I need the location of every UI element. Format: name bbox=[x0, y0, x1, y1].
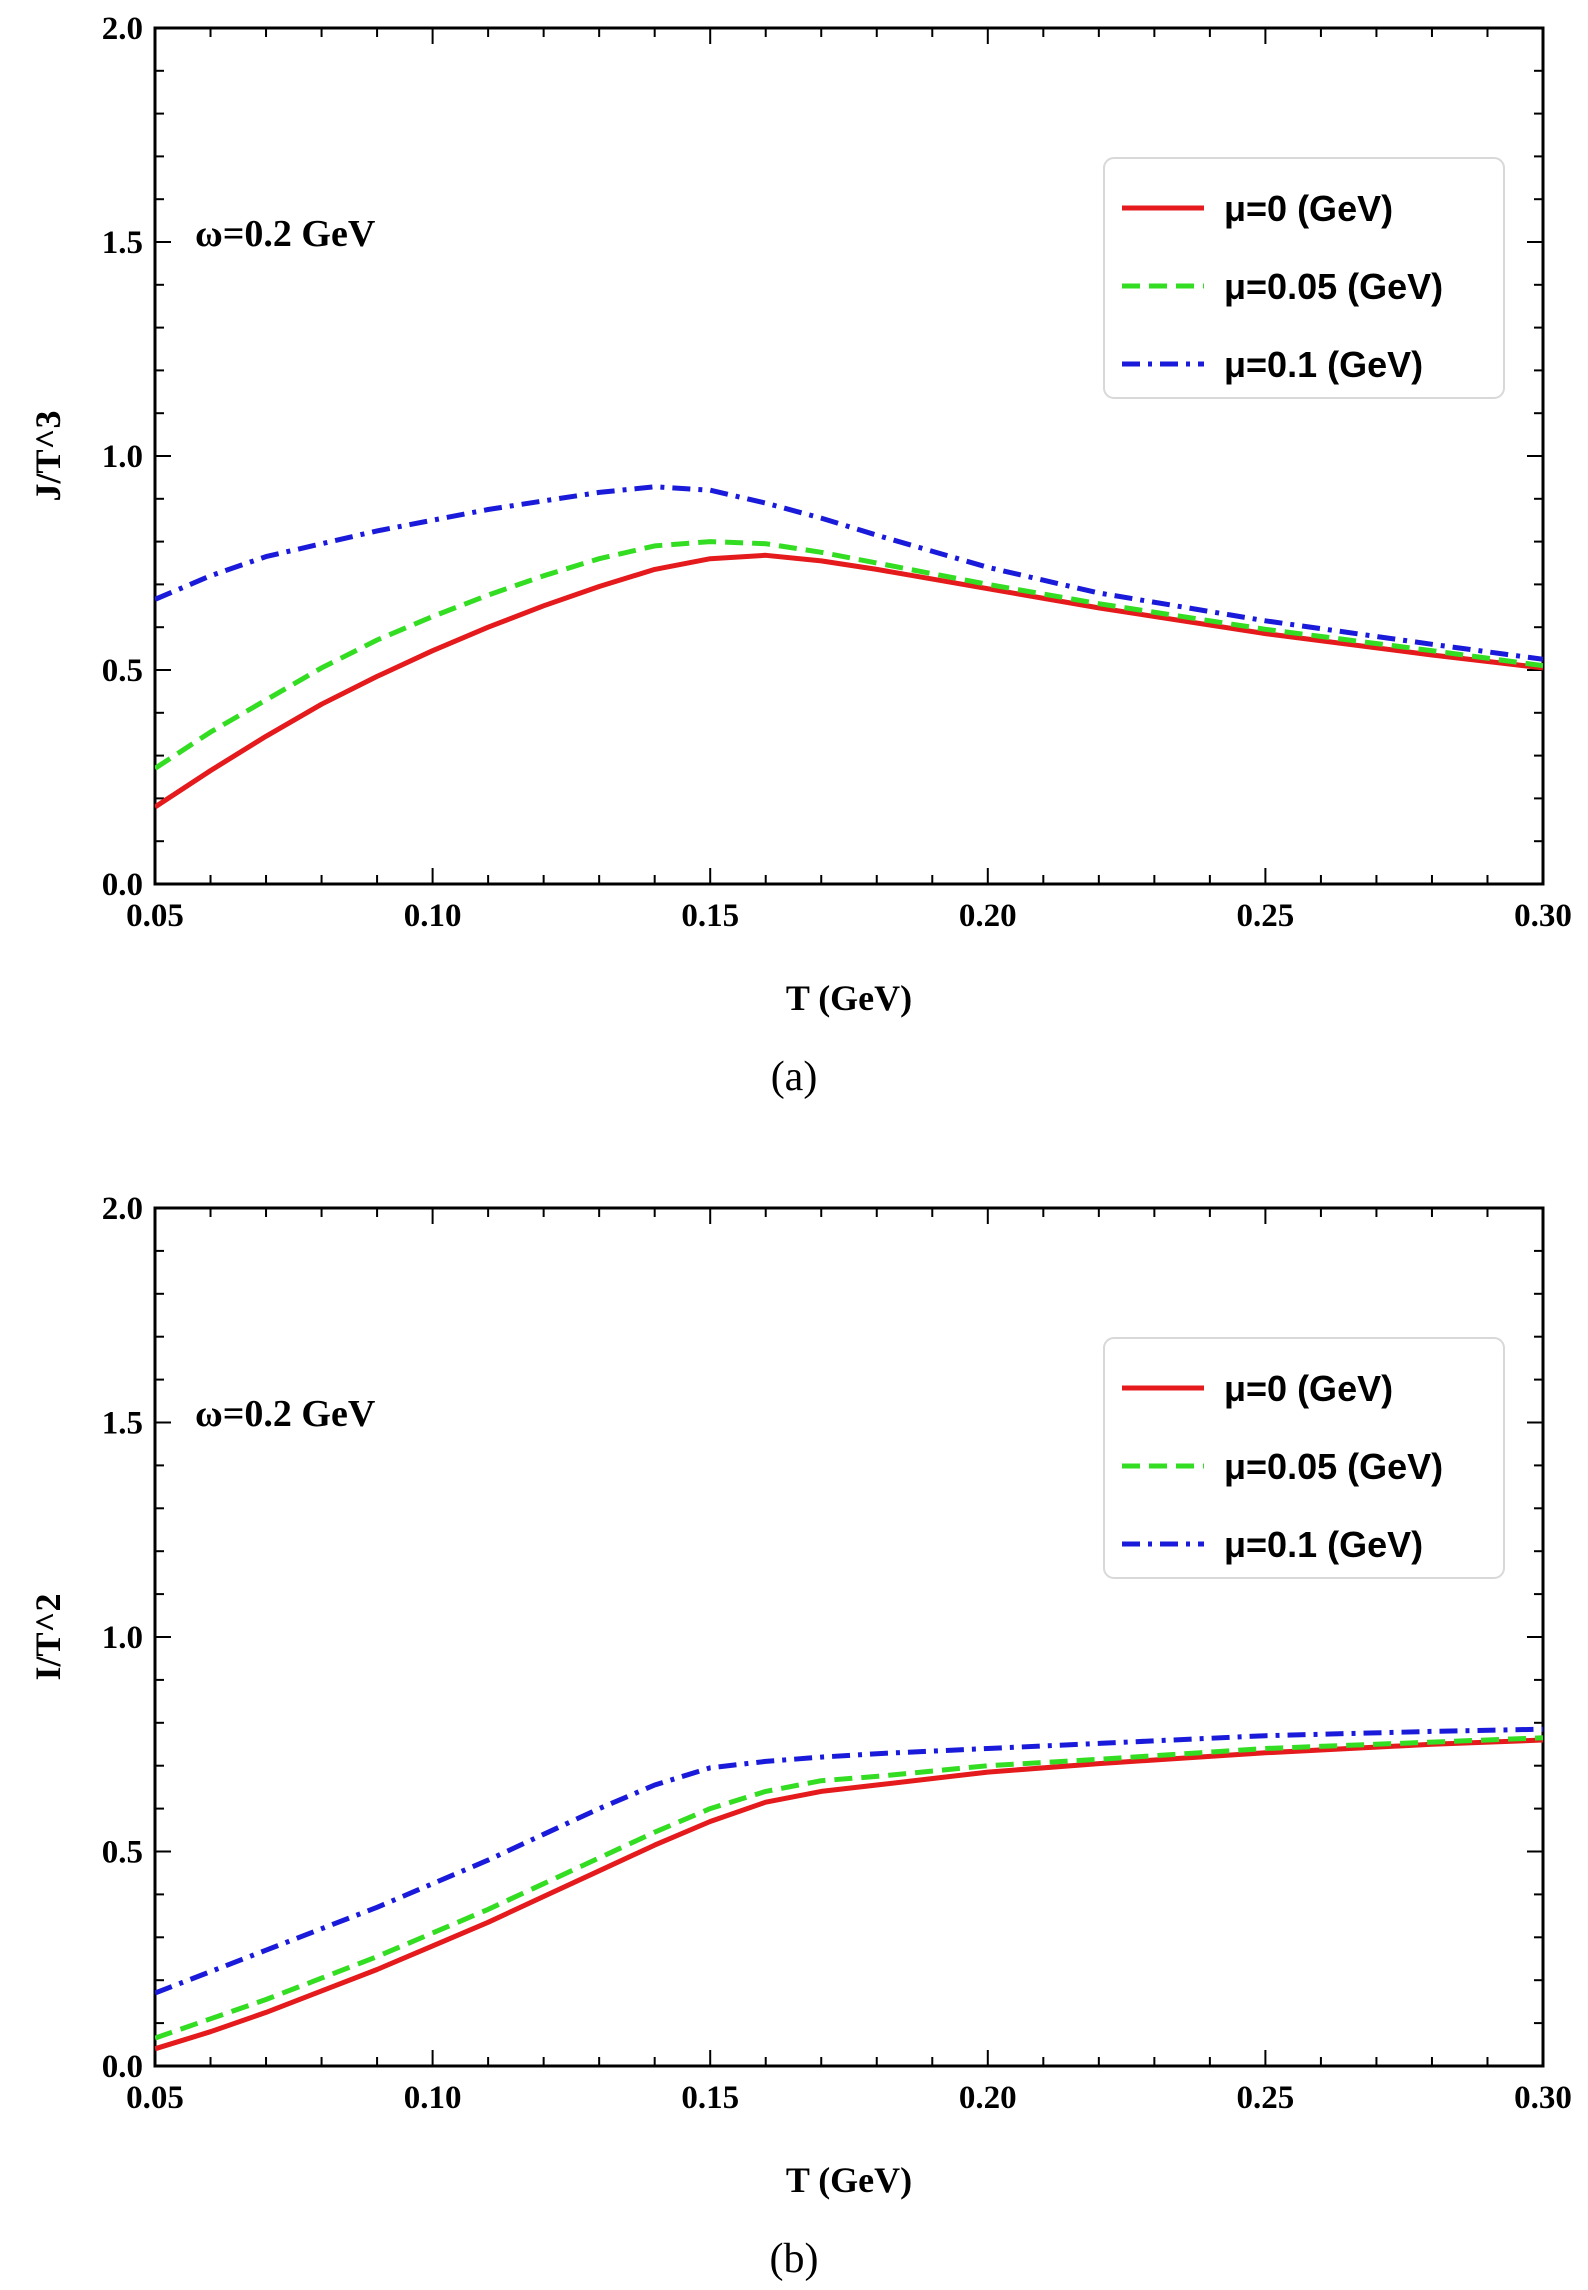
series-line-2 bbox=[155, 1726, 1543, 1996]
panel-label: (b) bbox=[770, 2236, 819, 2282]
x-axis-label: T (GeV) bbox=[786, 2160, 912, 2200]
y-axis-label: I/T^2 bbox=[28, 1594, 68, 1681]
legend-label-0: μ=0 (GeV) bbox=[1224, 1368, 1393, 1409]
x-tick-label: 0.25 bbox=[1237, 2080, 1295, 2116]
legend-label-1: μ=0.05 (GeV) bbox=[1224, 1446, 1443, 1487]
y-tick-label: 2.0 bbox=[102, 11, 143, 47]
x-tick-label: 0.20 bbox=[959, 2080, 1017, 2116]
legend-box bbox=[1103, 1337, 1505, 1579]
y-tick-label: 0.5 bbox=[102, 653, 143, 689]
panel-b: 0.05 0.10 0.15 0.20 0.25 0.30 0.0 0.5 1.0 1.5 2.0 T… bbox=[28, 1191, 1572, 2282]
legend-label-1: μ=0.05 (GeV) bbox=[1224, 266, 1443, 307]
x-tick-label: 0.10 bbox=[404, 898, 462, 934]
legend-label-2: μ=0.1 (GeV) bbox=[1224, 1524, 1423, 1565]
x-tick-label: 0.25 bbox=[1237, 898, 1295, 934]
legend-label-2: μ=0.1 (GeV) bbox=[1224, 344, 1423, 385]
omega-annotation: ω=0.2 GeV bbox=[195, 213, 376, 255]
x-tick-label: 0.10 bbox=[404, 2080, 462, 2116]
series-line-1 bbox=[155, 1735, 1543, 2041]
x-tick-label: 0.30 bbox=[1514, 898, 1572, 934]
y-tick-label: 0.0 bbox=[102, 2049, 143, 2085]
x-tick-label: 0.15 bbox=[681, 898, 739, 934]
x-axis-label: T (GeV) bbox=[786, 978, 912, 1018]
x-tick-label: 0.20 bbox=[959, 898, 1017, 934]
y-axis-label: J/T^3 bbox=[28, 411, 68, 502]
y-tick-label: 2.0 bbox=[102, 1191, 143, 1227]
series-line-2 bbox=[155, 484, 1543, 662]
y-tick-label: 1.0 bbox=[102, 1620, 143, 1656]
omega-annotation: ω=0.2 GeV bbox=[195, 1393, 376, 1435]
panel-label: (a) bbox=[771, 1054, 818, 1100]
y-tick-label: 1.5 bbox=[102, 1406, 143, 1442]
y-tick-label: 1.5 bbox=[102, 225, 143, 261]
panel-a: 0.05 0.10 0.15 0.20 0.25 0.30 0.0 0.5 1.0 1.5 2.0 T… bbox=[28, 11, 1572, 1100]
legend-label-0: μ=0 (GeV) bbox=[1224, 188, 1393, 229]
plot-frame bbox=[153, 26, 1545, 886]
plot-frame bbox=[153, 1206, 1545, 2068]
y-tick-label: 0.5 bbox=[102, 1835, 143, 1871]
y-tick-label: 0.0 bbox=[102, 867, 143, 903]
series-line-0 bbox=[155, 1737, 1543, 2052]
x-tick-label: 0.15 bbox=[681, 2080, 739, 2116]
x-tick-label: 0.30 bbox=[1514, 2080, 1572, 2116]
legend-box bbox=[1103, 157, 1505, 399]
x-tick-label: 0.05 bbox=[126, 2080, 184, 2116]
series-line-0 bbox=[155, 552, 1543, 810]
x-tick-label: 0.05 bbox=[126, 898, 184, 934]
y-tick-label: 1.0 bbox=[102, 439, 143, 475]
series-line-1 bbox=[155, 539, 1543, 771]
